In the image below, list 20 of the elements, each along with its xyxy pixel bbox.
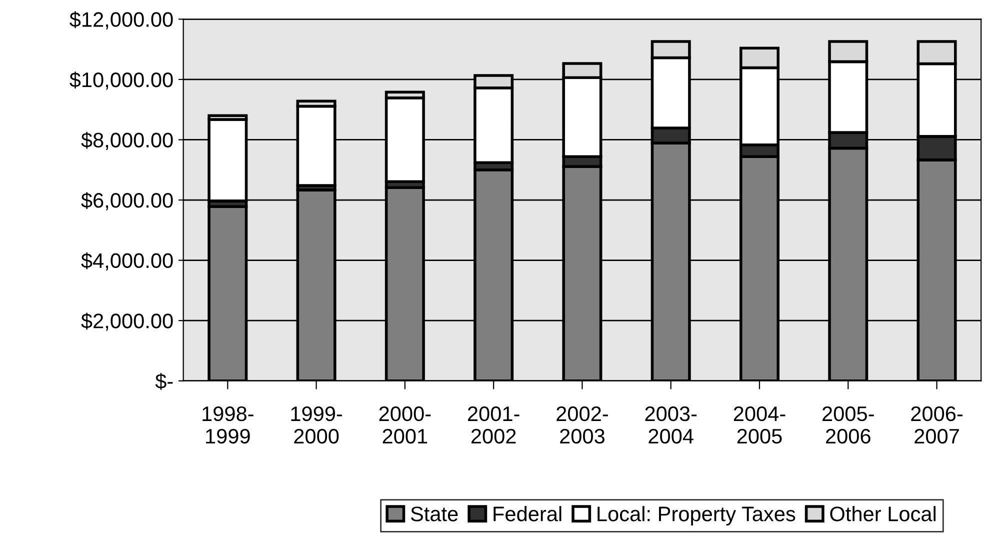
legend-label: Other Local	[830, 506, 936, 522]
legend-label: State	[410, 506, 458, 522]
legend-label: Federal	[494, 506, 562, 522]
x-tick-label: 2001- 2002	[468, 406, 520, 444]
x-tick-label: 2005- 2006	[822, 406, 874, 444]
y-tick-label: $-	[155, 372, 173, 390]
y-tick-label: $2,000.00	[81, 312, 173, 331]
x-tick-label: 2006- 2007	[911, 406, 962, 444]
x-tick-label: 2004- 2005	[734, 406, 786, 444]
y-tick-label: $10,000.00	[70, 72, 173, 90]
y-tick-label: $12,000.00	[70, 11, 173, 30]
x-tick-label: 1998- 1999	[202, 406, 254, 444]
y-tick-label: $4,000.00	[81, 252, 173, 271]
y-tick-label: $8,000.00	[81, 132, 173, 150]
legend-label: Local: Property Taxes	[598, 506, 796, 526]
x-tick-label: 2002- 2003	[556, 406, 608, 444]
y-tick-label: $6,000.00	[81, 192, 173, 210]
x-tick-label: 2000- 2001	[379, 406, 431, 444]
x-tick-label: 1999- 2000	[291, 406, 342, 444]
x-tick-label: 2003- 2004	[645, 406, 697, 444]
